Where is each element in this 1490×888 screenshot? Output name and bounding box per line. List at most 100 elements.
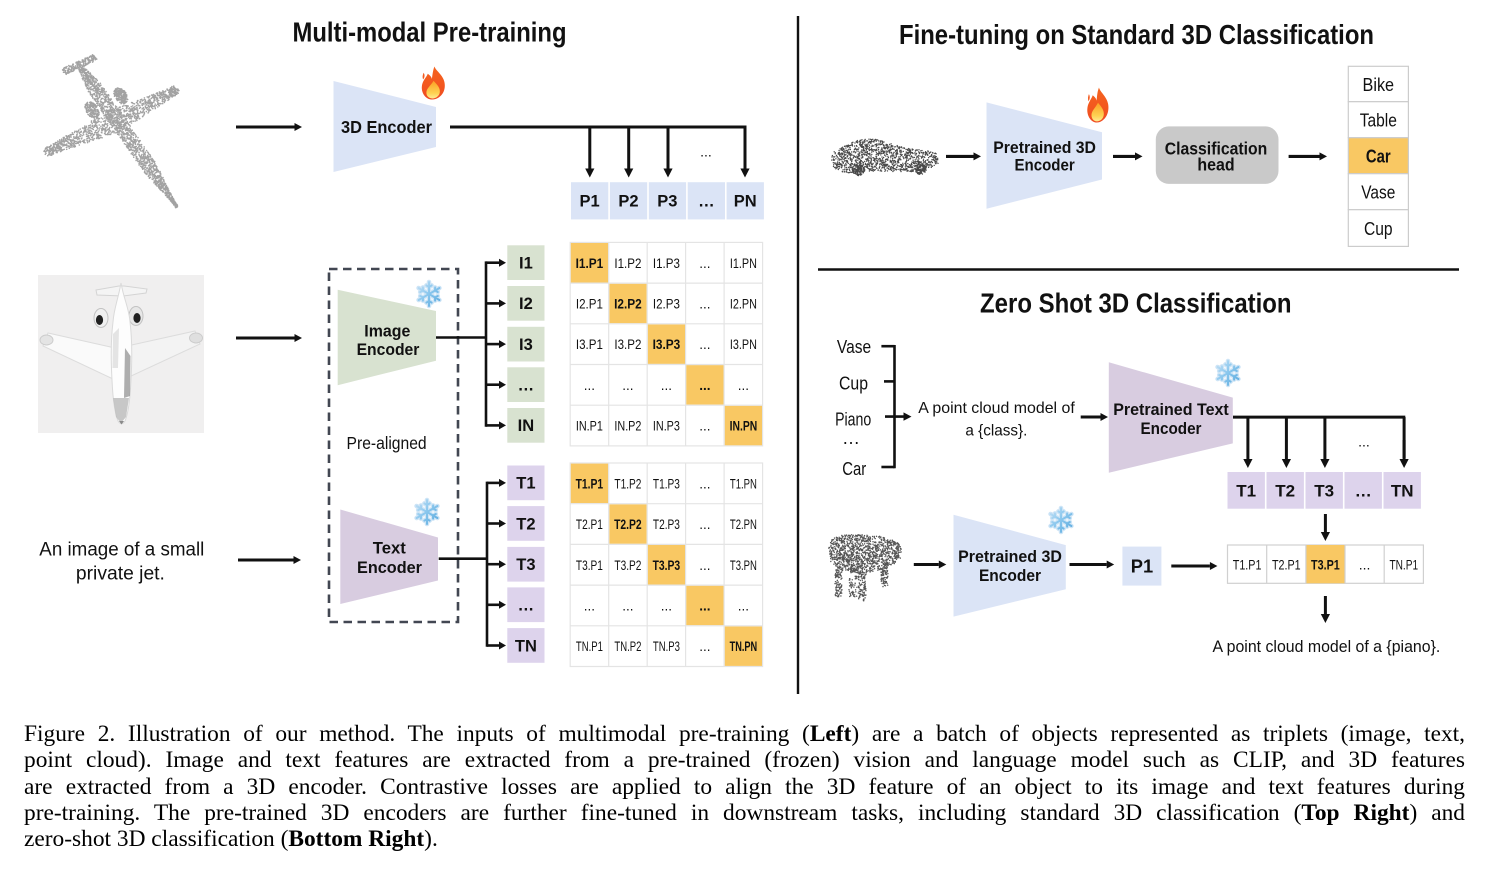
svg-text:Fine-tuning on Standard 3D Cla: Fine-tuning on Standard 3D Classificatio… — [899, 19, 1374, 50]
svg-text:T2: T2 — [1275, 481, 1295, 500]
svg-text:T3.P3: T3.P3 — [653, 558, 681, 573]
svg-text:Piano: Piano — [835, 410, 871, 430]
svg-text:An image of a small: An image of a small — [39, 539, 204, 560]
svg-text:...: ... — [738, 599, 749, 614]
svg-text:...: ... — [699, 378, 710, 393]
svg-text:T1: T1 — [1236, 481, 1256, 500]
svg-text:Car: Car — [842, 459, 866, 479]
svg-text:TN.PN: TN.PN — [730, 639, 758, 654]
svg-text:...: ... — [699, 476, 710, 491]
svg-text:IN.P1: IN.P1 — [576, 419, 603, 434]
svg-text:TN.P1: TN.P1 — [1389, 557, 1418, 573]
svg-text:Zero Shot 3D Classification: Zero Shot 3D Classification — [980, 288, 1292, 319]
svg-text:IN: IN — [518, 417, 535, 435]
svg-text:A point cloud model of a {pian: A point cloud model of a {piano}. — [1213, 637, 1441, 656]
svg-text:T3.P2: T3.P2 — [614, 558, 641, 573]
svg-text:I2.P1: I2.P1 — [576, 297, 603, 312]
svg-text:Text: Text — [373, 539, 406, 558]
svg-text:IN.P2: IN.P2 — [614, 419, 641, 434]
svg-text:...: ... — [1358, 434, 1370, 450]
svg-text:T1.P3: T1.P3 — [653, 476, 680, 491]
svg-text:P1: P1 — [1131, 557, 1153, 577]
svg-text:I1.P1: I1.P1 — [576, 256, 604, 271]
svg-text:...: ... — [699, 517, 710, 532]
svg-text:T2: T2 — [516, 515, 535, 533]
svg-text:...: ... — [699, 599, 710, 614]
svg-text:...: ... — [699, 256, 710, 271]
svg-text:T3.P1: T3.P1 — [1311, 557, 1340, 573]
svg-text:TN.P1: TN.P1 — [576, 639, 603, 654]
svg-text:I2: I2 — [519, 295, 533, 313]
svg-text:...: ... — [622, 378, 633, 393]
svg-text:…: … — [518, 377, 535, 395]
svg-text:Vase: Vase — [837, 337, 871, 357]
svg-text:Pretrained Text: Pretrained Text — [1113, 400, 1229, 419]
svg-text:T3.P1: T3.P1 — [576, 558, 603, 573]
svg-text:T2.P1: T2.P1 — [576, 517, 603, 532]
svg-text:Car: Car — [1366, 146, 1391, 167]
svg-text:T3: T3 — [1314, 481, 1334, 500]
svg-text:IN.P3: IN.P3 — [653, 419, 680, 434]
svg-text:...: ... — [1359, 557, 1371, 573]
svg-text:P1: P1 — [580, 193, 600, 211]
svg-text:T1.P1: T1.P1 — [576, 476, 604, 491]
svg-text:T3.PN: T3.PN — [730, 558, 757, 573]
svg-text:I1: I1 — [519, 255, 533, 273]
svg-text:Encoder: Encoder — [979, 566, 1041, 585]
svg-text:T2.P2: T2.P2 — [614, 517, 642, 532]
svg-text:I3.P1: I3.P1 — [576, 337, 603, 352]
svg-text:...: ... — [699, 558, 710, 573]
svg-text:T1.P2: T1.P2 — [614, 476, 641, 491]
svg-text:T3: T3 — [516, 556, 535, 574]
svg-text:T1.P1: T1.P1 — [1233, 557, 1262, 573]
svg-text:...: ... — [584, 599, 595, 614]
svg-text:I1.P3: I1.P3 — [653, 256, 680, 271]
svg-text:Image: Image — [364, 322, 410, 341]
svg-text:Encoder: Encoder — [1141, 419, 1202, 438]
svg-text:TN: TN — [515, 637, 537, 655]
svg-text:T2.PN: T2.PN — [730, 517, 757, 532]
svg-text:I3: I3 — [519, 336, 533, 354]
svg-text:Table: Table — [1360, 110, 1397, 131]
svg-text:IN.PN: IN.PN — [730, 419, 758, 434]
svg-text:private jet.: private jet. — [76, 564, 165, 585]
svg-text:I2.P2: I2.P2 — [614, 297, 642, 312]
svg-text:I2.PN: I2.PN — [730, 297, 757, 312]
svg-text:…: … — [842, 428, 860, 448]
svg-text:Cup: Cup — [1364, 218, 1393, 239]
svg-text:3D Encoder: 3D Encoder — [341, 117, 432, 137]
svg-text:head: head — [1197, 155, 1234, 175]
svg-text:...: ... — [699, 337, 710, 352]
svg-text:Encoder: Encoder — [357, 340, 420, 359]
svg-text:Pretrained 3D: Pretrained 3D — [958, 547, 1062, 566]
svg-text:...: ... — [584, 378, 595, 393]
svg-text:...: ... — [699, 639, 710, 654]
svg-text:I3.PN: I3.PN — [730, 337, 757, 352]
svg-text:TN: TN — [1391, 481, 1414, 500]
svg-text:T1: T1 — [516, 475, 535, 493]
svg-text:P2: P2 — [618, 193, 638, 211]
svg-text:I1.P2: I1.P2 — [614, 256, 641, 271]
svg-text:Encoder: Encoder — [1014, 156, 1075, 175]
svg-text:Pretrained 3D: Pretrained 3D — [993, 138, 1096, 157]
svg-text:Pre-aligned: Pre-aligned — [347, 433, 427, 453]
svg-text:T1.PN: T1.PN — [730, 476, 757, 491]
svg-text:...: ... — [738, 378, 749, 393]
svg-text:A point cloud model of: A point cloud model of — [918, 400, 1075, 417]
svg-text:PN: PN — [734, 193, 757, 211]
svg-text:T2.P1: T2.P1 — [1272, 557, 1301, 573]
svg-text:I3.P2: I3.P2 — [614, 337, 641, 352]
svg-text:...: ... — [699, 297, 710, 312]
svg-text:…: … — [518, 597, 535, 615]
svg-text:...: ... — [700, 144, 712, 160]
svg-text:Cup: Cup — [839, 374, 868, 394]
svg-text:Encoder: Encoder — [357, 558, 422, 577]
svg-text:I2.P3: I2.P3 — [653, 297, 680, 312]
svg-text:Classification: Classification — [1165, 139, 1268, 159]
svg-text:Vase: Vase — [1361, 182, 1395, 203]
svg-text:...: ... — [622, 599, 633, 614]
svg-text:I1.PN: I1.PN — [730, 256, 757, 271]
svg-text:TN.P2: TN.P2 — [614, 639, 641, 654]
svg-text:...: ... — [699, 419, 710, 434]
svg-text:...: ... — [661, 378, 672, 393]
